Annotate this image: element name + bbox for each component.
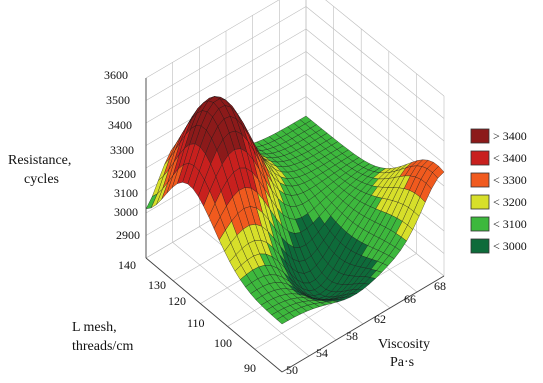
y-tick-label: 100 xyxy=(214,336,232,350)
z-tick-label: 2900 xyxy=(116,228,140,242)
y-axis-line xyxy=(145,257,283,373)
z-axis-title-line: Resistance, xyxy=(8,153,71,168)
y-tick-label: 140 xyxy=(118,258,136,272)
z-tick-label: 3100 xyxy=(114,186,138,200)
x-tick-label: 58 xyxy=(346,329,358,343)
legend-swatch xyxy=(470,238,490,254)
legend-label: < 3400 xyxy=(493,151,527,165)
legend-swatch xyxy=(470,128,490,144)
z-axis-title-line: cycles xyxy=(24,172,59,187)
x-axis-title: Viscosity Pa·s xyxy=(378,337,430,370)
legend-label: < 3300 xyxy=(493,173,527,187)
floor-grid-line xyxy=(172,242,310,357)
surface-cell xyxy=(276,315,289,325)
z-tick-label: 3600 xyxy=(104,68,128,82)
y-axis-title-line: L mesh, xyxy=(72,320,117,335)
x-tick-label: 62 xyxy=(374,312,386,326)
wall-grid-line xyxy=(325,0,445,97)
x-tick-labels: 50 54 58 62 66 68 xyxy=(286,279,446,377)
response-surface xyxy=(145,96,445,325)
y-tick-label: 120 xyxy=(168,294,186,308)
legend-label: < 3100 xyxy=(493,217,527,231)
legend-label: > 3400 xyxy=(493,129,527,143)
x-tick-label: 68 xyxy=(434,279,446,293)
legend-swatch xyxy=(470,172,490,188)
x-axis-title-line: Pa·s xyxy=(390,355,414,370)
x-tick-label: 50 xyxy=(286,363,298,377)
z-tick-labels: 3600 3500 3400 3300 3200 3100 3000 2900 xyxy=(104,68,140,242)
x-tick-label: 54 xyxy=(316,346,328,360)
wall-grid-line xyxy=(305,28,445,142)
wall-grid-line xyxy=(305,6,445,119)
z-axis-title: Resistance, cycles xyxy=(8,153,71,187)
legend: > 3400 < 3400 < 3300 < 3200 < 3100 < 300… xyxy=(470,128,527,254)
legend-swatch xyxy=(470,216,490,232)
y-tick-label: 110 xyxy=(187,316,205,330)
y-tick-label: 130 xyxy=(148,278,166,292)
x-axis-title-line: Viscosity xyxy=(378,337,430,352)
legend-label: < 3000 xyxy=(493,239,527,253)
z-tick-label: 3400 xyxy=(108,118,132,132)
z-tick-label: 3300 xyxy=(110,143,134,157)
z-tick-label: 3200 xyxy=(112,167,136,181)
z-tick-label: 3000 xyxy=(114,205,138,219)
x-axis-line xyxy=(281,275,445,373)
x-tick-label: 66 xyxy=(404,292,416,306)
y-tick-labels: 140 130 120 110 100 90 xyxy=(118,258,256,375)
y-axis-title-line: threads/cm xyxy=(72,339,134,354)
y-axis-title: L mesh, threads/cm xyxy=(72,320,134,354)
axes-lines xyxy=(145,78,445,373)
y-tick-label: 90 xyxy=(244,361,256,375)
legend-swatch xyxy=(470,150,490,166)
legend-swatch xyxy=(470,194,490,210)
wall-grid-line xyxy=(305,51,445,164)
z-tick-label: 3500 xyxy=(106,93,130,107)
legend-label: < 3200 xyxy=(493,195,527,209)
